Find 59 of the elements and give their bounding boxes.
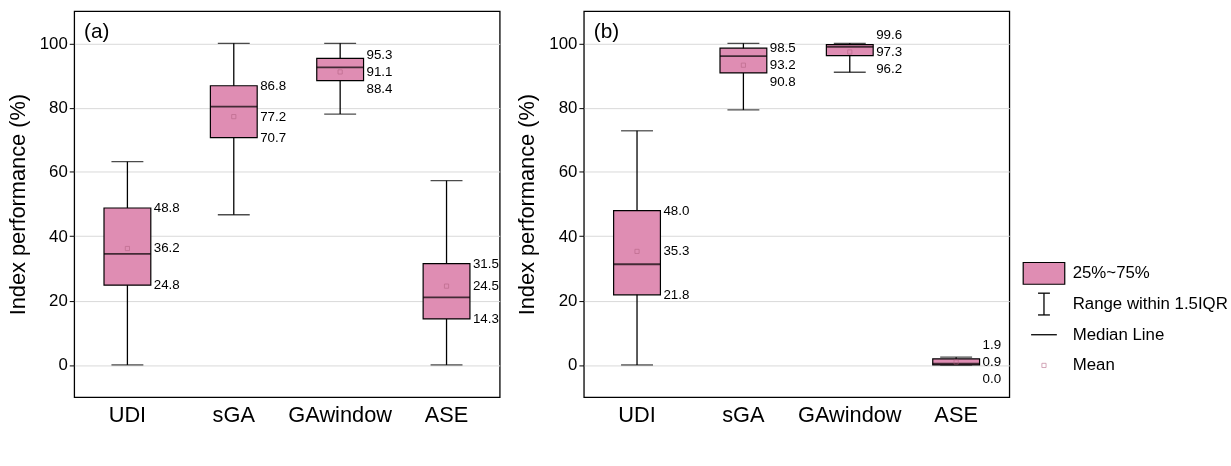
y-tick-label: 0 — [568, 355, 578, 375]
x-tick-label: UDI — [618, 402, 656, 428]
y-axis-title: Index performance (%) — [4, 93, 30, 316]
x-tick-label: sGA — [722, 402, 766, 428]
x-tick-label: UDI — [108, 402, 147, 428]
annotation: 24.5 — [472, 278, 499, 294]
y-tick-label: 80 — [558, 98, 578, 118]
annotation: 24.8 — [153, 277, 180, 293]
x-tick-label: sGA — [212, 402, 256, 428]
annotation: 14.3 — [472, 310, 499, 326]
annotation: 96.2 — [876, 60, 903, 76]
y-tick-label: 0 — [58, 355, 68, 375]
point — [337, 69, 343, 75]
y-axis-title: Index performance (%) — [514, 93, 540, 316]
annotation: 0.0 — [982, 370, 1002, 386]
annotation: 0.9 — [982, 353, 1002, 369]
point — [634, 248, 640, 254]
y-tick-label: 20 — [49, 291, 68, 311]
annotation: 91.1 — [366, 63, 393, 79]
text: Range within 1.5IQR — [1072, 294, 1228, 314]
annotation: 36.2 — [153, 240, 180, 256]
annotation: 95.3 — [366, 47, 393, 63]
text: Median Line — [1072, 324, 1165, 344]
annotation: 1.9 — [982, 337, 1002, 353]
y-tick-label: 60 — [558, 162, 578, 182]
y-tick-label: 80 — [49, 98, 68, 118]
annotation: 77.2 — [260, 108, 287, 124]
point — [444, 283, 450, 289]
annotation: 48.8 — [153, 199, 180, 215]
x-tick-label: GAwindow — [288, 402, 393, 428]
y-tick-label: 40 — [558, 226, 578, 246]
x-tick-label: ASE — [934, 402, 978, 428]
legend-label: 25%~75% — [1072, 263, 1150, 283]
legend-label: Mean — [1072, 355, 1115, 375]
point — [740, 62, 746, 68]
y-tick-label: 40 — [49, 226, 68, 246]
y-tick-label: 60 — [49, 162, 68, 182]
chart-title: (b) — [593, 18, 620, 42]
annotation: 86.8 — [260, 77, 287, 93]
annotation: 35.3 — [663, 243, 690, 259]
annotation: 21.8 — [663, 286, 690, 302]
x-tick-label: GAwindow — [797, 402, 902, 428]
annotation: 31.5 — [472, 255, 499, 271]
annotation: 98.5 — [769, 40, 796, 56]
x-tick-label: ASE — [424, 402, 469, 428]
annotation: 93.2 — [769, 57, 796, 73]
point — [124, 246, 130, 251]
annotation: 97.3 — [876, 43, 903, 59]
point — [847, 49, 853, 55]
y-tick-label: 20 — [558, 291, 578, 311]
annotation: 90.8 — [769, 73, 796, 89]
annotation: 70.7 — [260, 129, 287, 145]
y-tick-label: 100 — [549, 33, 578, 53]
annotation: 88.4 — [366, 80, 394, 96]
annotation: 48.0 — [663, 202, 690, 218]
point — [231, 114, 237, 120]
chart-title: (a) — [84, 18, 110, 42]
y-tick-label: 100 — [39, 33, 68, 53]
annotation: 99.6 — [876, 27, 903, 43]
